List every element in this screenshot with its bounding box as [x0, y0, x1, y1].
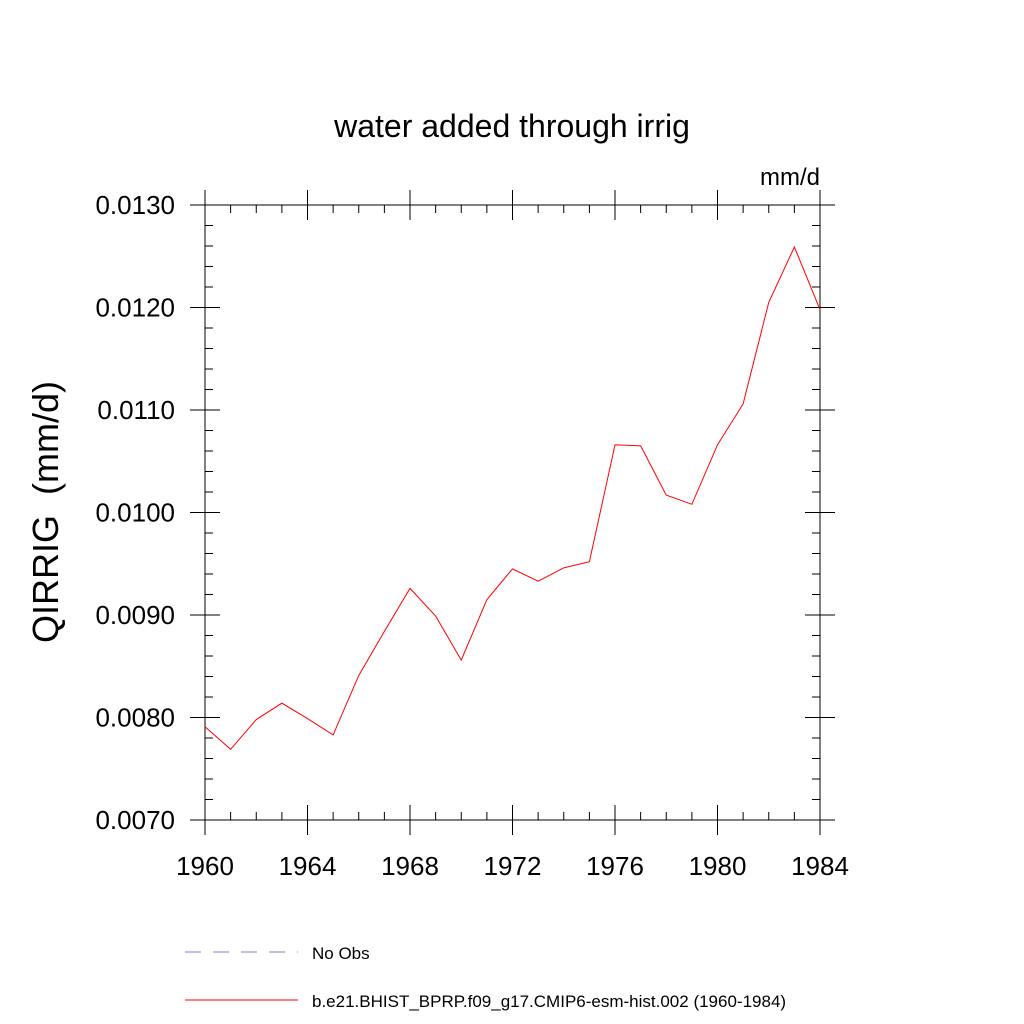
x-tick-label: 1972 [484, 851, 542, 881]
y-axis-label: QIRRIG (mm/d) [25, 381, 66, 643]
series-group [204, 245, 821, 750]
x-tick-label: 1976 [586, 851, 644, 881]
y-tick-label: 0.0100 [95, 498, 175, 528]
legend-label-1: b.e21.BHIST_BPRP.f09_g17.CMIP6-esm-hist.… [312, 992, 786, 1011]
y-tick-label: 0.0110 [97, 395, 175, 425]
y-tick-label: 0.0070 [95, 805, 175, 835]
chart-title: water added through irrig [333, 108, 690, 144]
units-label: mm/d [760, 164, 820, 191]
y-tick-label: 0.0120 [95, 293, 175, 323]
axis-tick-labels: 1960 1964 1968 1972 1976 1980 1984 0.0070 0.0080… [95, 190, 848, 881]
y-tick-label: 0.0080 [95, 703, 175, 733]
plot-frame [204, 204, 821, 821]
x-tick-label: 1980 [689, 851, 747, 881]
x-tick-label: 1964 [279, 851, 337, 881]
y-tick-label: 0.0090 [95, 600, 175, 630]
x-tick-label: 1960 [176, 851, 234, 881]
x-tick-label: 1984 [791, 851, 849, 881]
y-tick-label: 0.0130 [95, 190, 175, 220]
legend-label-0: No Obs [312, 944, 370, 963]
x-tick-label: 1968 [381, 851, 439, 881]
axis-ticks [190, 190, 835, 835]
series-line [204, 245, 821, 750]
legend: No Obs b.e21.BHIST_BPRP.f09_g17.CMIP6-esm… [185, 944, 786, 1011]
